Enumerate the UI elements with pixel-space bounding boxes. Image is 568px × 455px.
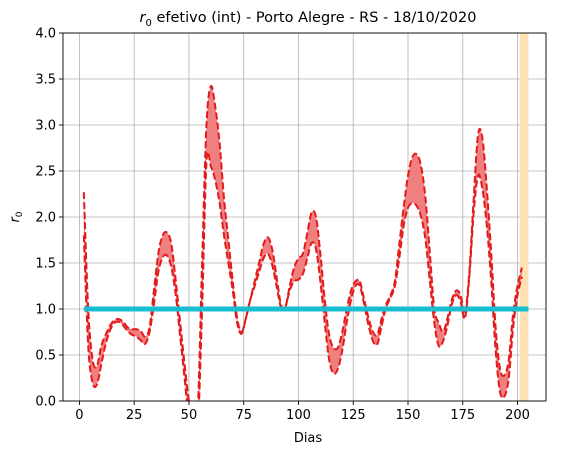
y-axis-label: r0 — [8, 211, 25, 222]
y-tick-label: 3.0 — [35, 119, 56, 134]
x-tick-label: 75 — [235, 408, 252, 423]
y-tick-label: 0.5 — [35, 349, 56, 364]
highlight-span — [519, 33, 529, 401]
y-tick-label: 2.0 — [35, 211, 56, 226]
band-fill — [83, 85, 522, 401]
y-tick-label: 1.5 — [35, 257, 56, 272]
lower-series-line — [82, 151, 523, 401]
x-tick-label: 25 — [126, 408, 143, 423]
axis-ticks: 0 25 50 75 100 125 150 175 200 0.0 0.5 1.0 1.5 2.0 2.5… — [35, 27, 530, 424]
y-tick-label: 2.5 — [35, 165, 56, 180]
x-tick-label: 175 — [450, 408, 475, 423]
x-tick-label: 100 — [286, 408, 311, 423]
x-tick-label: 200 — [505, 408, 530, 423]
y-tick-label: 0.0 — [35, 395, 56, 410]
x-tick-label: 0 — [75, 408, 83, 423]
x-tick-label: 125 — [341, 408, 366, 423]
y-tick-label: 1.0 — [35, 303, 56, 318]
x-tick-label: 50 — [181, 408, 198, 423]
y-tick-label: 4.0 — [35, 27, 56, 42]
y-tick-label: 3.5 — [35, 73, 56, 88]
chart-title: r0 efetivo (int) - Porto Alegre - RS - 1… — [140, 10, 477, 29]
upper-series-line — [82, 84, 523, 401]
x-tick-label: 150 — [396, 408, 421, 423]
plot-area — [82, 84, 529, 401]
x-axis-label: Dias — [294, 431, 323, 446]
